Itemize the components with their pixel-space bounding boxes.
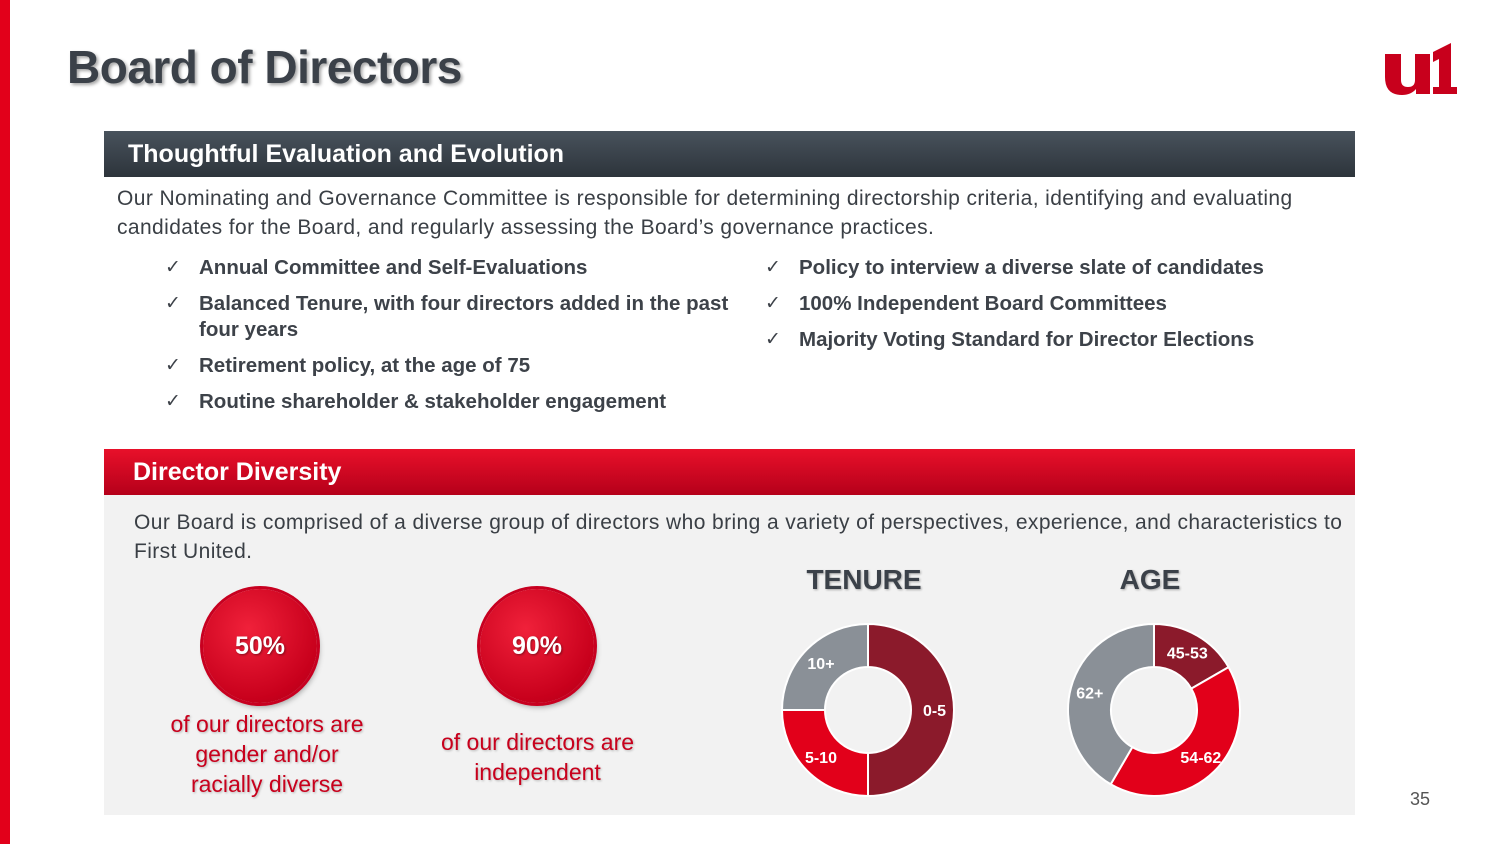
diversity-section-header: Director Diversity (104, 449, 1355, 495)
check-icon: ✓ (165, 257, 181, 278)
tenure-slice-0-5 (867, 622, 955, 798)
list-item: ✓ Balanced Tenure, with four directors ad… (165, 291, 735, 343)
gender-diversity-stat-caption: of our directors are gender and/or racia… (170, 711, 364, 797)
list-item-label: Majority Voting Standard for Director El… (799, 328, 1255, 351)
age-slice-label: 45-53 (1167, 645, 1208, 662)
check-icon: ✓ (165, 391, 181, 412)
independence-stat-caption: of our directors are independent (440, 729, 635, 785)
check-icon: ✓ (165, 293, 181, 314)
age-chart-title: AGE (1119, 564, 1181, 595)
age-slice-label: 54-62 (1180, 750, 1221, 767)
list-item-label: Policy to interview a diverse slate of c… (799, 256, 1264, 279)
list-item: ✓ Retirement policy, at the age of 75 (165, 353, 735, 379)
tenure-chart-title: TENURE (806, 564, 922, 595)
list-item-label: Routine shareholder & stakeholder engage… (199, 390, 667, 413)
evaluation-section-header: Thoughtful Evaluation and Evolution (104, 131, 1355, 177)
list-item-label: 100% Independent Board Committees (799, 292, 1167, 315)
age-donut-chart: 45-53 54-62 62+ (1067, 622, 1241, 797)
list-item: ✓ Routine shareholder & stakeholder engag… (165, 389, 735, 415)
age-slice-62+ (1067, 622, 1155, 786)
list-item: ✓ 100% Independent Board Committees (765, 291, 1365, 317)
tenure-slice-label: 10+ (807, 656, 834, 673)
list-item-label: Balanced Tenure, with four directors add… (199, 292, 729, 341)
check-icon: ✓ (765, 329, 781, 350)
list-item-label: Retirement policy, at the age of 75 (199, 354, 531, 377)
evaluation-checklist-left: ✓ Annual Committee and Self-Evaluations ✓… (165, 255, 735, 425)
list-item: ✓ Annual Committee and Self-Evaluations (165, 255, 735, 281)
age-slice-label: 62+ (1076, 686, 1103, 703)
evaluation-checklist-right: ✓ Policy to interview a diverse slate of … (765, 255, 1365, 363)
page-number: 35 (1410, 789, 1431, 809)
tenure-slice-5-10 (780, 709, 869, 798)
evaluation-intro-text: Our Nominating and Governance Committee … (117, 187, 1293, 239)
company-logo-icon (1385, 43, 1457, 95)
check-icon: ✓ (765, 257, 781, 278)
check-icon: ✓ (165, 355, 181, 376)
list-item: ✓ Majority Voting Standard for Director E… (765, 327, 1365, 353)
gender-diversity-stat-circle: 50% (203, 589, 317, 703)
tenure-slice-label: 5-10 (805, 750, 837, 767)
age-slice-54-62 (1109, 665, 1241, 797)
tenure-slice-label: 0-5 (923, 703, 946, 720)
page-title: Board of Directors (67, 41, 462, 93)
left-accent-bar (0, 0, 10, 844)
list-item: ✓ Policy to interview a diverse slate of … (765, 255, 1365, 281)
tenure-donut-chart: 0-5 5-10 10+ (780, 622, 955, 798)
check-icon: ✓ (765, 293, 781, 314)
diversity-intro-text: Our Board is comprised of a diverse grou… (134, 511, 1343, 563)
list-item-label: Annual Committee and Self-Evaluations (199, 256, 588, 279)
tenure-slice-10+ (780, 622, 869, 711)
independence-stat-circle: 90% (480, 589, 594, 703)
